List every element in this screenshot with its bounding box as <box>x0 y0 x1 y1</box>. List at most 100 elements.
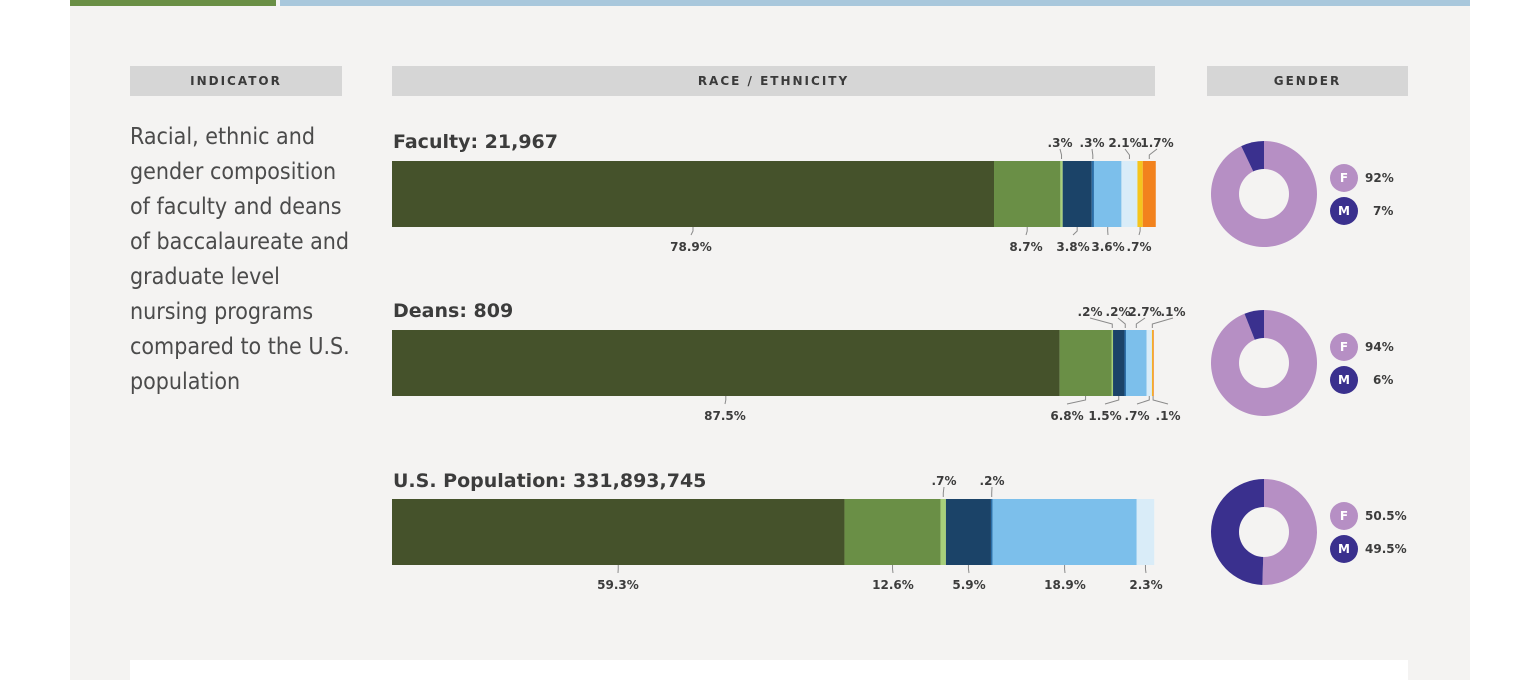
segment-label: 78.9% <box>670 240 712 254</box>
label-leader-line <box>1091 148 1094 159</box>
segment-label: 2.3% <box>1129 578 1162 592</box>
segment-label: 59.3% <box>597 578 639 592</box>
legend-male-letter: M <box>1338 373 1350 387</box>
accent-bar-blue <box>280 0 1470 6</box>
segment-label: 3.8% <box>1056 240 1089 254</box>
bar-segment <box>1152 330 1154 396</box>
segment-label: .7% <box>1127 240 1152 254</box>
legend-female-dot <box>1330 164 1358 192</box>
legend-male-value: 6% <box>1373 373 1393 387</box>
segment-label: 87.5% <box>704 409 746 423</box>
gender-donut-hole <box>1239 338 1289 388</box>
bar-segment <box>1059 330 1112 396</box>
segment-label: 8.7% <box>1009 240 1042 254</box>
label-leader-line <box>942 486 945 497</box>
legend-female-letter: F <box>1340 171 1348 185</box>
segment-label: 2.7% <box>1128 305 1161 319</box>
bar-segment <box>1093 161 1122 227</box>
bar-segment <box>392 330 1060 396</box>
segment-label: 12.6% <box>872 578 914 592</box>
bar-segment <box>1113 330 1125 396</box>
segment-label: 18.9% <box>1044 578 1086 592</box>
gender-donut-hole <box>1239 507 1289 557</box>
indicator-header: INDICATOR <box>130 66 342 96</box>
segment-label: .7% <box>932 474 957 488</box>
segment-label: 5.9% <box>952 578 985 592</box>
bar-title: Faculty: 21,967 <box>393 131 558 153</box>
bar-segment <box>844 499 941 565</box>
label-leader-line <box>1104 396 1120 405</box>
legend-male-value: 7% <box>1373 204 1393 218</box>
bar-segment <box>1146 330 1152 396</box>
segment-label: .2% <box>1106 305 1131 319</box>
label-leader-line <box>1124 148 1130 159</box>
label-leader-line <box>1066 396 1087 405</box>
label-leader-line <box>1148 148 1158 159</box>
label-leader-line <box>1025 227 1028 236</box>
bottom-card <box>130 660 1408 680</box>
segment-label: .2% <box>1078 305 1103 319</box>
label-leader-line <box>1059 148 1063 159</box>
legend-male-value: 49.5% <box>1365 542 1407 556</box>
legend-female-value: 92% <box>1365 171 1394 185</box>
label-leader-line <box>724 396 727 405</box>
legend-male-letter: M <box>1338 204 1350 218</box>
bar-segment <box>1062 161 1092 227</box>
label-leader-line <box>1072 227 1078 236</box>
label-leader-line <box>1138 227 1141 236</box>
legend-female-letter: F <box>1340 509 1348 523</box>
segment-label: .3% <box>1080 136 1105 150</box>
legend-male-dot <box>1330 535 1358 563</box>
bar-segment <box>1137 161 1143 227</box>
bar-segment <box>1111 330 1114 396</box>
bar-segment <box>1151 330 1153 396</box>
legend-female-letter: F <box>1340 340 1348 354</box>
race-ethnicity-header: RACE / ETHNICITY <box>392 66 1155 96</box>
segment-label: 1.7% <box>1140 136 1173 150</box>
legend-female-value: 94% <box>1365 340 1394 354</box>
gender-donut-male-slice <box>1210 479 1264 585</box>
legend-male-letter: M <box>1338 542 1350 556</box>
label-leader-line <box>967 565 970 574</box>
segment-label: 2.1% <box>1108 136 1141 150</box>
segment-label: .3% <box>1048 136 1073 150</box>
bar-segment <box>1124 330 1127 396</box>
label-leader-line <box>1144 565 1147 574</box>
bar-segment <box>990 499 993 565</box>
label-leader-line <box>1152 396 1169 405</box>
indicator-description: Racial, ethnic and gender composition of… <box>130 124 350 395</box>
bar-segment <box>992 499 1137 565</box>
segment-label: .1% <box>1161 305 1186 319</box>
bar-title: U.S. Population: 331,893,745 <box>393 470 706 492</box>
bar-title: Deans: 809 <box>393 300 513 322</box>
segment-label: 1.5% <box>1088 409 1121 423</box>
bar-segment <box>1142 161 1156 227</box>
accent-bar-green <box>70 0 276 6</box>
bar-segment <box>1121 161 1138 227</box>
bar-segment <box>1091 161 1094 227</box>
legend-male-dot <box>1330 197 1358 225</box>
segment-label: 6.8% <box>1050 409 1083 423</box>
legend-male-dot <box>1330 366 1358 394</box>
bar-segment <box>392 161 995 227</box>
bar-segment <box>1136 499 1155 565</box>
bar-segment <box>392 499 845 565</box>
bar-segment <box>1126 330 1147 396</box>
segment-label: .2% <box>980 474 1005 488</box>
bar-segment <box>945 499 991 565</box>
gender-donut-hole <box>1239 169 1289 219</box>
bar-segment <box>994 161 1061 227</box>
legend-female-value: 50.5% <box>1365 509 1407 523</box>
gender-donut-female-slice <box>1262 479 1317 586</box>
legend-female-dot <box>1330 502 1358 530</box>
label-leader-line <box>1135 317 1146 328</box>
label-leader-line <box>690 227 694 236</box>
label-leader-line <box>1089 317 1113 328</box>
bar-segment <box>1060 161 1063 227</box>
gender-header: GENDER <box>1207 66 1408 96</box>
bar-segment <box>940 499 946 565</box>
segment-label: 3.6% <box>1091 240 1124 254</box>
label-leader-line <box>1117 317 1126 328</box>
legend-female-dot <box>1330 333 1358 361</box>
